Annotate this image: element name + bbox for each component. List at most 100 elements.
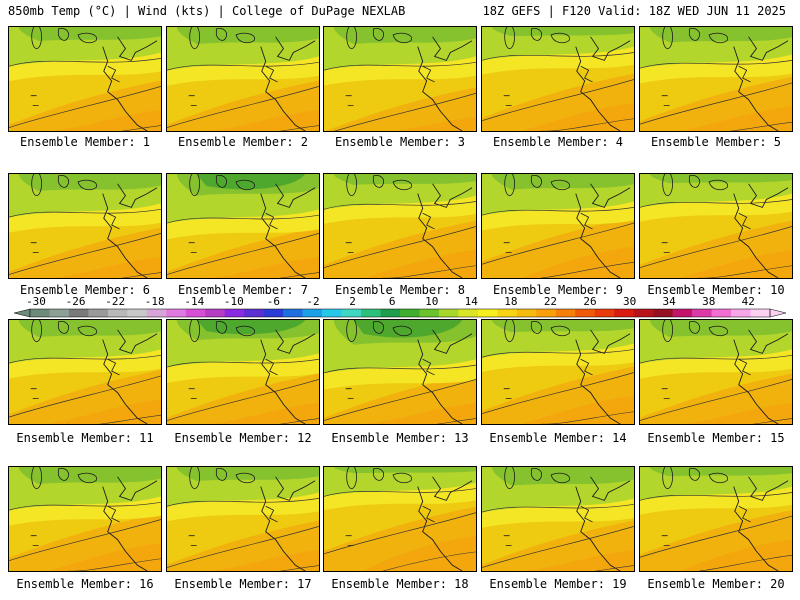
colorbar-swatch xyxy=(419,309,440,317)
colorbar-swatch xyxy=(166,309,187,317)
chart-title-left: 850mb Temp (°C) | Wind (kts) | College o… xyxy=(8,4,406,18)
temperature-map xyxy=(482,467,634,571)
colorbar-swatch xyxy=(49,309,70,317)
colorbar-tick-label: -6 xyxy=(267,295,280,308)
colorbar-right-arrow xyxy=(769,308,787,318)
ensemble-map-panel xyxy=(481,466,635,572)
ensemble-map-panel xyxy=(8,466,162,572)
ensemble-map-panel xyxy=(639,26,793,132)
temperature-map xyxy=(324,174,476,278)
temperature-map xyxy=(9,27,161,131)
temperature-map xyxy=(167,27,319,131)
colorbar-tick-label: -18 xyxy=(145,295,165,308)
temperature-map xyxy=(9,467,161,571)
temperature-map xyxy=(640,27,792,131)
colorbar-tick-label: -2 xyxy=(306,295,319,308)
ensemble-map-panel xyxy=(166,319,320,425)
ensemble-member-label: Ensemble Member: 1 xyxy=(19,135,151,149)
colorbar-swatch xyxy=(672,309,693,317)
chart-title-right: 18Z GEFS | F120 Valid: 18Z WED JUN 11 20… xyxy=(482,4,786,18)
colorbar-tick-label: 6 xyxy=(389,295,396,308)
temperature-map xyxy=(482,174,634,278)
colorbar-swatch xyxy=(575,309,596,317)
colorbar-swatch xyxy=(146,309,167,317)
colorbar-swatch xyxy=(127,309,148,317)
colorbar-tick-label: 18 xyxy=(504,295,517,308)
ensemble-member-label: Ensemble Member: 12 xyxy=(174,431,312,445)
ensemble-map-panel xyxy=(639,173,793,279)
ensemble-member-label: Ensemble Member: 15 xyxy=(647,431,785,445)
ensemble-member-label: Ensemble Member: 14 xyxy=(489,431,627,445)
colorbar-swatch xyxy=(283,309,303,317)
colorbar-swatch xyxy=(322,309,342,317)
temperature-map xyxy=(167,467,319,571)
temperature-map xyxy=(640,174,792,278)
colorbar-swatch xyxy=(68,309,89,317)
colorbar-swatch xyxy=(536,309,557,317)
colorbar-tick-label: 2 xyxy=(349,295,356,308)
ensemble-member-label: Ensemble Member: 11 xyxy=(16,431,154,445)
temperature-map xyxy=(324,467,476,571)
colorbar-tick-label: 34 xyxy=(663,295,677,308)
temperature-map xyxy=(482,320,634,424)
colorbar-swatch xyxy=(361,309,381,317)
ensemble-map-panel xyxy=(8,26,162,132)
colorbar-swatch xyxy=(594,309,615,317)
ensemble-map-panel xyxy=(8,319,162,425)
temperature-map xyxy=(640,467,792,571)
ensemble-map-panel xyxy=(639,466,793,572)
ensemble-member-label: Ensemble Member: 4 xyxy=(492,135,624,149)
colorbar-tick-label: 30 xyxy=(623,295,636,308)
colorbar-swatch xyxy=(750,309,771,317)
ensemble-map-panel xyxy=(323,173,477,279)
ensemble-map-panel xyxy=(323,319,477,425)
colorbar-swatch xyxy=(653,309,673,317)
temperature-map xyxy=(640,320,792,424)
colorbar-swatch xyxy=(224,309,245,317)
colorbar-tick-label: 22 xyxy=(544,295,557,308)
temperature-colorbar: -30 -26 -22 -18 -14 -10 -6 -2 2 6 10 14 18 22 26 30 34 38… xyxy=(13,295,787,318)
colorbar-swatch xyxy=(244,309,264,317)
colorbar-swatch xyxy=(341,309,362,317)
colorbar-tick-label: -26 xyxy=(66,295,86,308)
colorbar-swatch xyxy=(302,309,323,317)
colorbar-swatch xyxy=(614,309,634,317)
ensemble-member-label: Ensemble Member: 5 xyxy=(650,135,782,149)
colorbar-tick-label: -10 xyxy=(224,295,244,308)
colorbar-swatch xyxy=(458,309,479,317)
ensemble-map-panel xyxy=(481,319,635,425)
ensemble-member-label: Ensemble Member: 3 xyxy=(334,135,466,149)
colorbar-tick-label: -14 xyxy=(184,295,204,308)
colorbar-tick-label: 14 xyxy=(465,295,479,308)
colorbar-frame xyxy=(29,308,771,318)
ensemble-member-label: Ensemble Member: 6 xyxy=(19,283,151,297)
ensemble-member-label: Ensemble Member: 10 xyxy=(647,283,785,297)
colorbar-swatch xyxy=(438,309,459,317)
ensemble-map-panel xyxy=(481,26,635,132)
colorbar-tick-label: -22 xyxy=(105,295,125,308)
ensemble-member-label: Ensemble Member: 7 xyxy=(177,283,309,297)
colorbar-swatch xyxy=(205,309,226,317)
ensemble-member-label: Ensemble Member: 9 xyxy=(492,283,624,297)
colorbar-tick-label: 26 xyxy=(583,295,596,308)
temperature-map xyxy=(9,320,161,424)
colorbar-swatch xyxy=(711,309,732,317)
ensemble-member-label: Ensemble Member: 20 xyxy=(647,577,785,591)
colorbar-swatch xyxy=(692,309,712,317)
colorbar-swatch xyxy=(477,309,498,317)
ensemble-map-panel xyxy=(639,319,793,425)
colorbar-tick-label: 10 xyxy=(425,295,438,308)
colorbar-tick-label: -30 xyxy=(26,295,46,308)
colorbar-swatch xyxy=(555,309,576,317)
ensemble-map-panel xyxy=(166,26,320,132)
temperature-map xyxy=(324,320,476,424)
ensemble-map-panel xyxy=(323,466,477,572)
colorbar-swatch xyxy=(380,309,401,317)
colorbar-swatch xyxy=(263,309,284,317)
colorbar-swatch xyxy=(185,309,206,317)
ensemble-map-panel xyxy=(166,466,320,572)
ensemble-member-label: Ensemble Member: 13 xyxy=(331,431,469,445)
ensemble-member-label: Ensemble Member: 16 xyxy=(16,577,154,591)
ensemble-member-label: Ensemble Member: 19 xyxy=(489,577,627,591)
ensemble-member-label: Ensemble Member: 17 xyxy=(174,577,312,591)
